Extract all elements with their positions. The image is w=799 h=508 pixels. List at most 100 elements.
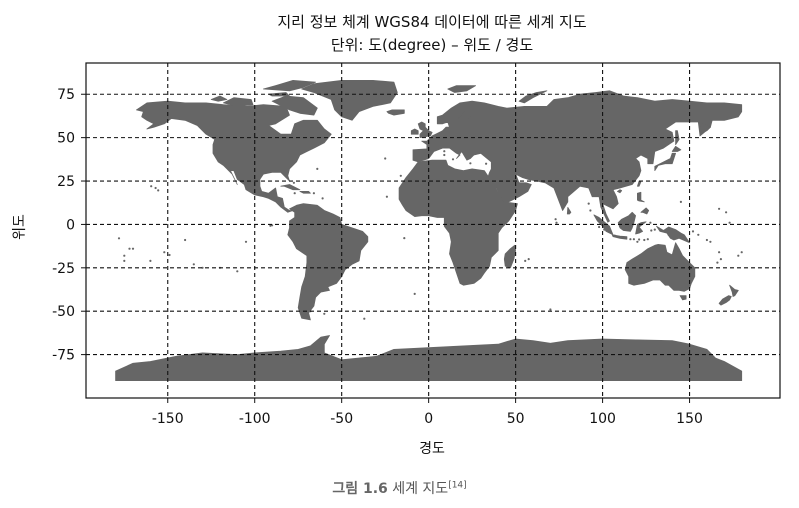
island-point	[150, 185, 153, 188]
island-point	[293, 192, 296, 195]
island-point	[403, 237, 406, 240]
y-axis-label: 위도	[12, 214, 28, 240]
island-point	[629, 238, 632, 241]
island-point	[292, 181, 295, 184]
island-point	[649, 221, 652, 224]
figure-caption-text: 세계 지도	[392, 481, 449, 497]
landmass-philippines-mindanao	[640, 207, 650, 215]
island-point	[524, 259, 527, 262]
island-point	[192, 263, 195, 266]
island-point	[718, 251, 721, 254]
island-point	[643, 238, 646, 242]
landmass-cuba	[280, 184, 301, 191]
island-point	[363, 317, 366, 320]
island-point	[587, 202, 590, 205]
x-tick-label: 0	[424, 411, 433, 427]
island-point	[646, 238, 649, 241]
island-point	[527, 258, 530, 261]
island-point	[312, 192, 315, 195]
landmass-philippines-luzon	[637, 191, 645, 203]
landmass-sulawesi	[635, 221, 647, 235]
x-tick-label: 50	[507, 411, 525, 427]
island-point	[589, 209, 592, 212]
landmass-banks-island	[210, 95, 228, 102]
island-point	[244, 240, 248, 243]
island-point	[123, 254, 126, 257]
y-tick-label: 50	[57, 131, 75, 147]
island-point	[716, 261, 719, 264]
island-point	[131, 247, 135, 250]
island-point	[236, 270, 239, 273]
y-tick-label: 0	[66, 217, 75, 233]
island-point	[469, 162, 472, 165]
island-point	[123, 259, 126, 262]
island-point	[725, 211, 728, 214]
landmass-sumatra	[593, 214, 614, 236]
x-tick-label: 150	[676, 411, 703, 427]
island-point	[149, 259, 152, 262]
island-point	[117, 237, 121, 240]
landmass-hispaniola	[299, 190, 311, 194]
x-tick-label: -100	[239, 411, 271, 427]
landmass-madagascar	[503, 244, 516, 269]
landmass-japan	[654, 152, 676, 172]
landmass-victoria-island	[222, 97, 254, 107]
island-point	[321, 197, 324, 200]
y-tick-label: -25	[52, 261, 75, 277]
landmass-borneo	[617, 211, 636, 232]
y-tick-label: 25	[57, 174, 75, 190]
y-tick-label: -75	[52, 348, 75, 364]
landmass-hokkaido	[671, 145, 682, 152]
island-point	[697, 233, 700, 236]
landmass-taiwan	[637, 180, 642, 187]
y-tick-label: -50	[52, 304, 75, 320]
island-point	[555, 221, 558, 224]
island-point	[638, 238, 641, 241]
island-point	[443, 150, 446, 153]
island-point	[399, 174, 402, 177]
landmass-great-britain	[417, 121, 433, 139]
island-point	[157, 189, 160, 192]
island-point	[705, 238, 709, 242]
landmass-new-guinea	[656, 225, 690, 244]
landmass-devon-island	[268, 92, 290, 97]
island-point	[719, 258, 723, 261]
landmass-australia	[624, 242, 696, 292]
landmass-tasmania	[679, 295, 687, 301]
island-point	[443, 153, 446, 157]
figure-label: 그림 1.6	[332, 481, 388, 497]
landmass-novaya-zemlya	[518, 90, 548, 104]
x-axis-label: 경도	[419, 441, 445, 457]
island-point	[316, 167, 319, 170]
island-point	[679, 200, 683, 203]
island-point	[691, 230, 695, 233]
island-point	[598, 225, 601, 229]
island-point	[323, 312, 326, 315]
island-point	[636, 240, 639, 243]
island-point	[451, 158, 455, 161]
island-point	[728, 221, 731, 224]
plot-frame	[85, 62, 781, 399]
island-point	[128, 247, 131, 250]
island-point	[184, 238, 187, 242]
chart-subtitle: 단위: 도(degree) – 위도 / 경도	[331, 36, 534, 54]
plot-area: -150 -100 -50 0 50 100 150 75 50 25 0 -25 -50 -75	[52, 62, 781, 427]
x-tick-label: 100	[589, 411, 616, 427]
island-point	[718, 207, 721, 210]
island-point	[667, 233, 670, 236]
island-point	[163, 251, 166, 254]
landmass-svalbard	[447, 85, 477, 93]
island-point	[269, 224, 272, 227]
chart-title: 지리 정보 체계 WGS84 데이터에 따른 세계 지도	[277, 13, 586, 31]
island-point	[385, 195, 388, 198]
landmass-new-zealand-north	[729, 284, 739, 297]
island-point	[709, 240, 712, 243]
island-point	[485, 162, 488, 165]
island-point	[650, 229, 653, 232]
island-point	[413, 292, 416, 295]
landmass-greenland	[301, 80, 398, 121]
landmass-arabia-persian-gap	[511, 171, 520, 184]
figure-reference: [14]	[448, 480, 467, 491]
landmass-north-america	[135, 100, 332, 213]
